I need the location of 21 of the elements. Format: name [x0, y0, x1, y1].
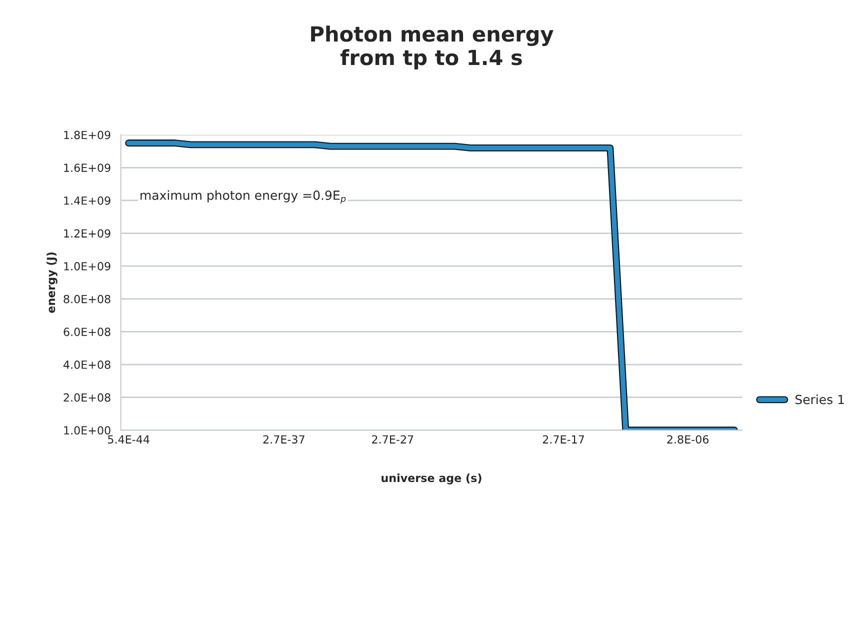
y-tick-label: 2.0E+08 — [64, 393, 110, 402]
y-tick-label: 6.0E+08 — [64, 328, 110, 336]
y-axis-title: energy (J) — [46, 252, 58, 313]
y-tick-label: 1.2E+09 — [64, 229, 110, 238]
y-tick-label: 1.8E+09 — [64, 130, 110, 140]
y-tick-label: 1.0E+09 — [64, 262, 110, 270]
x-tick-label: 2.7E-17 — [542, 435, 584, 444]
y-tick-label: 1.6E+09 — [64, 164, 110, 172]
x-axis-title: universe age (s) — [382, 474, 482, 484]
annotation: maximum photon energy =0.9E$_{p}$ — [140, 190, 346, 204]
x-tick-label: 2.8E-06 — [667, 435, 709, 444]
x-tick-label: 2.7E-37 — [263, 435, 304, 444]
x-tick-label: 5.4E-44 — [108, 435, 150, 444]
y-tick-label: 8.0E+08 — [64, 294, 110, 304]
x-tick-label: 2.7E-27 — [372, 435, 414, 444]
line-series — [125, 140, 738, 430]
y-tick-label: 1.0E+00 — [64, 426, 110, 435]
chart-title: Photon mean energy from tp to 1.4 s — [311, 26, 554, 70]
legend-label: Series 1 — [795, 394, 844, 404]
y-tick-label: 1.4E+09 — [64, 196, 110, 205]
y-tick-label: 4.0E+08 — [64, 360, 110, 369]
